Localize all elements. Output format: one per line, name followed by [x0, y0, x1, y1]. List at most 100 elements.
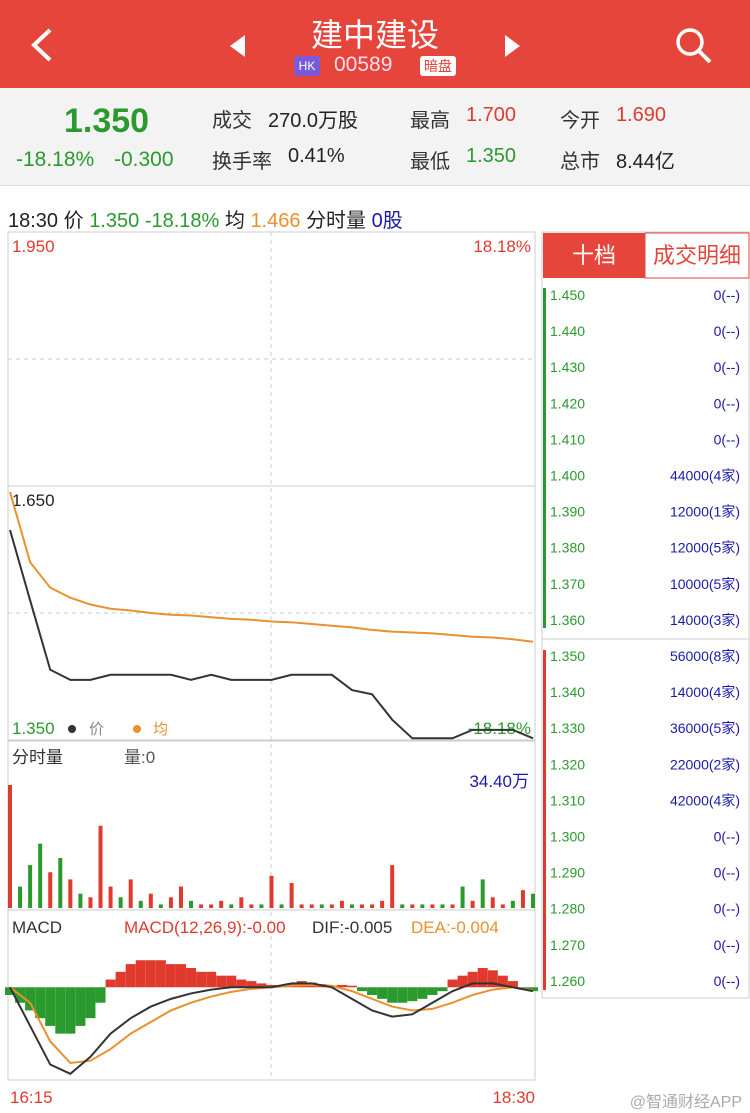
macd-bar [186, 967, 197, 988]
change-pct: -18.18% [16, 148, 95, 171]
volume-bar [450, 904, 455, 908]
volume-bar [410, 904, 415, 908]
macd-bar [528, 987, 538, 992]
macd-bar [175, 964, 186, 988]
volume-bar [531, 893, 535, 908]
volume-bar [370, 904, 375, 908]
legend-label: 均 [153, 721, 168, 738]
macd-bar [35, 987, 46, 1019]
volume-bar [118, 897, 123, 908]
legend-dot [68, 725, 76, 733]
macd-bar [487, 970, 498, 988]
y-tick-label: 1.950 [12, 237, 55, 256]
volume-bar [28, 865, 33, 908]
volume-bar [309, 904, 314, 908]
book-price: 1.450 [550, 287, 585, 303]
market-badge: HK [294, 56, 320, 76]
book-volume: 14000(3家) [670, 612, 740, 628]
tab-label: 成交明细 [653, 243, 741, 268]
macd-bar [286, 983, 297, 988]
book-volume: 56000(8家) [670, 648, 740, 664]
volume-bar [510, 900, 515, 908]
volume-bar [199, 904, 204, 908]
search-button[interactable] [676, 28, 704, 56]
volume-bar [58, 857, 63, 908]
macd-bar [45, 987, 56, 1026]
dif-value: DIF:-0.005 [312, 918, 392, 937]
macd-bar [447, 979, 458, 988]
stock-title: 建中建设 [310, 17, 439, 53]
volume-bar [158, 904, 163, 908]
book-price: 1.300 [550, 829, 585, 845]
book-price: 1.350 [550, 648, 585, 664]
macd-bar [507, 981, 518, 988]
macd-bar [357, 987, 368, 992]
volume-bar [78, 893, 83, 908]
book-price: 1.310 [550, 792, 585, 808]
volume-bar [68, 879, 73, 908]
volume-bar [88, 897, 93, 908]
vol-label: 分时量 [306, 210, 367, 232]
book-volume: 22000(2家) [670, 756, 740, 772]
volume-bar [329, 904, 334, 908]
prev-button[interactable] [230, 35, 245, 57]
book-volume: 10000(5家) [670, 576, 740, 592]
tab[interactable] [644, 232, 750, 279]
book-volume: 44000(4家) [670, 468, 740, 484]
macd-bar [367, 987, 378, 995]
macd-bar [377, 987, 388, 999]
stat-label: 换手率 [212, 151, 272, 173]
volume-bar [239, 897, 244, 908]
stat-label: 成交 [212, 110, 252, 132]
book-volume: 0(--) [714, 829, 740, 845]
macd-bar [397, 987, 408, 1003]
volume-bar [440, 904, 445, 908]
book-volume: 0(--) [714, 937, 740, 953]
book-volume: 12000(1家) [670, 504, 740, 520]
tab-active[interactable] [543, 233, 645, 278]
stock-code: 00589 [334, 53, 393, 76]
macd-bar [417, 987, 428, 999]
macd-bar [196, 971, 207, 988]
book-price: 1.330 [550, 720, 585, 736]
stat-label: 最低 [410, 151, 450, 173]
volume-bar [38, 843, 43, 908]
macd-bar [55, 987, 66, 1034]
price: 1.350 [89, 210, 140, 232]
volume-bar [420, 904, 425, 908]
next-button[interactable] [505, 35, 520, 57]
volume-title: 分时量 [12, 748, 63, 767]
pct-top: 18.18% [473, 237, 531, 256]
vol: 0股 [371, 210, 403, 232]
volume-max: 34.40万 [469, 772, 529, 791]
volume-bar [189, 900, 194, 908]
macd-bar [216, 975, 227, 988]
macd-bar [95, 987, 106, 1003]
macd-bar [457, 975, 468, 988]
book-volume: 0(--) [714, 395, 740, 411]
macd-bar [155, 960, 166, 988]
book-price: 1.270 [550, 937, 585, 953]
macd-bar [427, 987, 438, 995]
volume-bar [349, 904, 354, 908]
macd-bar [336, 984, 347, 988]
macd-bar [256, 983, 267, 988]
book-price: 1.420 [550, 395, 585, 411]
volume-bar [430, 904, 435, 908]
book-price: 1.360 [550, 612, 585, 628]
macd-bar [437, 987, 448, 992]
status-line: 18:30 价 1.350 -18.18% 均 1.466 分时量 0股 [8, 204, 403, 233]
volume-bar [400, 904, 405, 908]
book-volume: 0(--) [714, 359, 740, 375]
macd-bar [497, 975, 508, 988]
macd-bar [477, 967, 488, 988]
book-volume: 36000(5家) [670, 720, 740, 736]
macd-bar [266, 984, 277, 988]
book-volume: 12000(5家) [670, 540, 740, 556]
volume-bar [18, 886, 23, 908]
book-price: 1.430 [550, 359, 585, 375]
watermark: @智通财经APP [629, 1094, 742, 1111]
back-button[interactable] [31, 28, 52, 62]
volume-bar [360, 904, 365, 908]
macd-bar [407, 987, 418, 1002]
